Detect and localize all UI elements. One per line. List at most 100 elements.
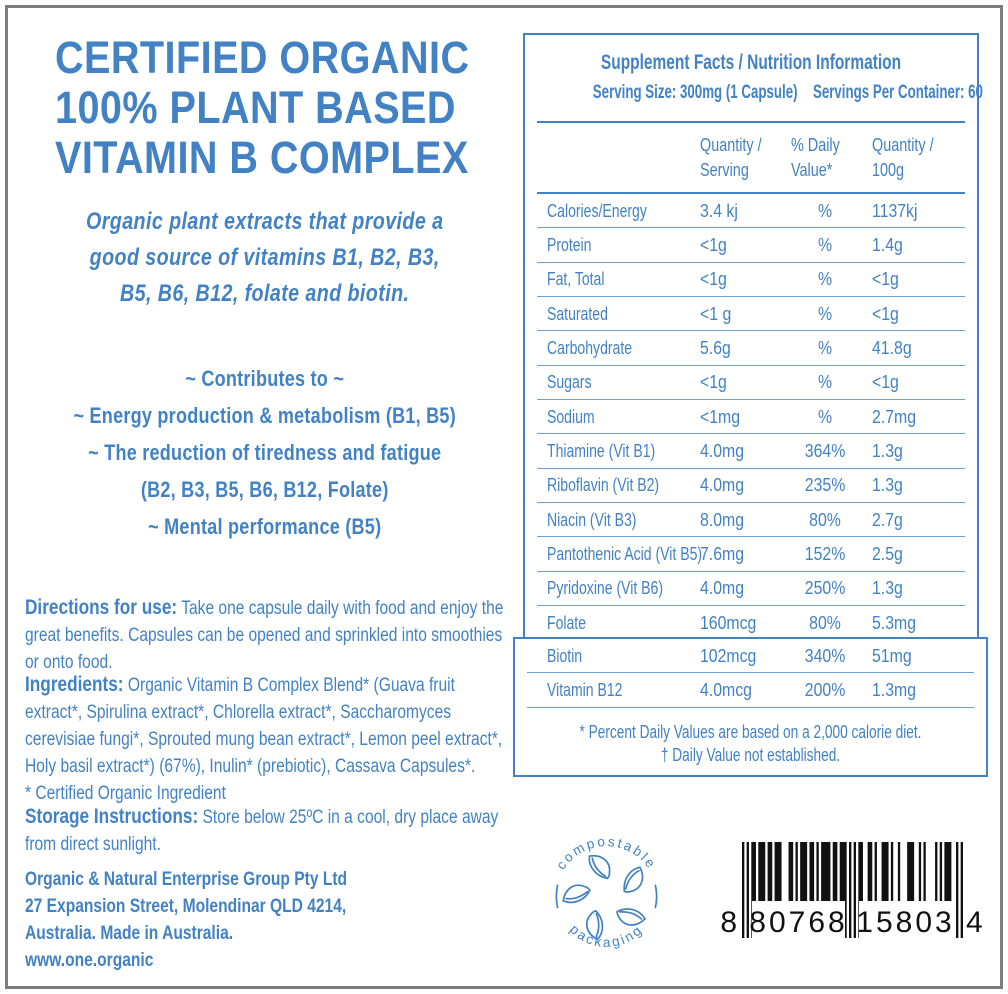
storage-text: Store below 25ºC in a cool, dry place aw… bbox=[25, 807, 499, 855]
quantity-per-serving: 160mcg bbox=[700, 612, 757, 633]
compostable-badge-icon: compostable packaging bbox=[553, 834, 658, 950]
quantity-per-serving: <1g bbox=[700, 372, 727, 393]
percent-daily-value: 80% bbox=[809, 612, 841, 633]
nutrition-row: Pyridoxine (Vit B6) 4.0mg 250% 1.3g bbox=[525, 572, 977, 607]
serving-info: Serving Size: 300mg (1 Capsule) Servings … bbox=[592, 82, 983, 104]
nutrient-name: Fat, Total bbox=[547, 269, 605, 290]
nutrition-row: Thiamine (Vit B1) 4.0mg 364% 1.3g bbox=[525, 434, 977, 470]
benefit-item: (B2, B3, B5, B6, B12, Folate) bbox=[140, 477, 389, 502]
column-header-quantity-100g: Quantity /100g bbox=[872, 134, 934, 180]
column-header-quantity-serving: Quantity / Serving bbox=[700, 134, 762, 180]
company-website: www.one.organic bbox=[25, 950, 154, 971]
certified-organic-note: * Certified Organic Ingredient bbox=[25, 783, 226, 804]
percent-daily-value: % bbox=[817, 303, 833, 324]
benefit-item: ~ The reduction of tiredness and fatigue bbox=[88, 440, 442, 465]
directions-label: Directions for use: bbox=[25, 596, 178, 619]
tagline-line: good source of vitamins B1, B2, B3, bbox=[89, 244, 440, 271]
nutrition-row: Vitamin B12 4.0mcg 200% 1.3mg bbox=[515, 673, 986, 709]
supplement-facts-footer-panel: Biotin 102mcg 340% 51mg Vitamin B12 4.0mcg 200… bbox=[513, 637, 988, 777]
quantity-per-100g: 1.4g bbox=[872, 235, 903, 256]
percent-daily-value: % bbox=[817, 235, 833, 256]
nutrition-row: Sugars <1g% <1g bbox=[525, 366, 977, 401]
nutrition-row: Fat, Total <1g% <1g bbox=[525, 263, 977, 298]
quantity-per-100g: 1.3mg bbox=[872, 680, 917, 701]
percent-daily-value: % bbox=[817, 338, 833, 359]
ingredients-text: Organic Vitamin B Complex Blend* (Guava … bbox=[25, 675, 503, 777]
quantity-per-serving: 102mcg bbox=[700, 645, 757, 666]
barcode-icon bbox=[742, 842, 963, 938]
tagline-line: Organic plant extracts that provide a bbox=[85, 208, 444, 235]
quantity-per-serving: 4.0mg bbox=[700, 441, 745, 462]
column-headers: Quantity / Serving % Daily Value* Quantity… bbox=[525, 123, 977, 192]
nutrient-name: Biotin bbox=[547, 645, 583, 666]
nutrient-name: Thiamine (Vit B1) bbox=[547, 441, 656, 462]
nutrition-row: Folate 160mcg 80% 5.3mg bbox=[525, 606, 977, 640]
nutrient-name: Protein bbox=[547, 235, 592, 256]
nutrient-name: Riboflavin (Vit B2) bbox=[547, 475, 660, 496]
benefits-heading: ~ Contributes to ~ bbox=[185, 366, 345, 391]
percent-daily-value: 340% bbox=[804, 645, 846, 666]
nutrition-row: Protein <1g% 1.4g bbox=[525, 228, 977, 264]
ingredients-label: Ingredients: bbox=[25, 673, 124, 696]
quantity-per-serving: 7.6mg bbox=[700, 544, 745, 565]
percent-daily-value: % bbox=[817, 372, 833, 393]
company-info: Organic & Natural Enterprise Group Pty L… bbox=[25, 866, 510, 974]
serving-size: Serving Size: 300mg (1 Capsule) bbox=[592, 82, 798, 103]
quantity-per-100g: 1.3g bbox=[872, 441, 903, 462]
quantity-per-serving: <1g bbox=[700, 269, 727, 290]
percent-daily-value: 235% bbox=[804, 475, 846, 496]
company-country: Australia. Made in Australia. bbox=[25, 923, 234, 944]
percent-daily-value: % bbox=[817, 269, 833, 290]
ingredients-paragraph: Ingredients: Organic Vitamin B Complex B… bbox=[25, 671, 510, 807]
nutrient-name: Pyridoxine (Vit B6) bbox=[547, 578, 664, 599]
nutrient-name: Sodium bbox=[547, 406, 595, 427]
directions-text: Take one capsule daily with food and enj… bbox=[25, 598, 504, 673]
supplement-facts-panel: Supplement Facts / Nutrition Information… bbox=[523, 33, 983, 640]
product-title-line: 100% PLANT BASED bbox=[55, 82, 456, 133]
storage-paragraph: Storage Instructions: Store below 25ºC i… bbox=[25, 803, 510, 858]
company-name: Organic & Natural Enterprise Group Pty L… bbox=[25, 869, 348, 890]
percent-daily-value: % bbox=[817, 200, 833, 221]
nutrition-row: Riboflavin (Vit B2) 4.0mg 235% 1.3g bbox=[525, 469, 977, 504]
nutrient-name: Vitamin B12 bbox=[547, 680, 623, 701]
percent-daily-value: 364% bbox=[804, 441, 846, 462]
quantity-per-serving: 4.0mg bbox=[700, 475, 745, 496]
daily-value-footnote: * Percent Daily Values are based on a 2,… bbox=[579, 721, 922, 742]
product-tagline: Organic plant extracts that provide a go… bbox=[22, 204, 507, 312]
barcode-digit-group: 8 bbox=[720, 906, 740, 939]
nutrient-name: Saturated bbox=[547, 303, 608, 324]
quantity-per-serving: 5.6g bbox=[700, 338, 731, 359]
header-rule bbox=[537, 192, 965, 194]
nutrient-name: Niacin (Vit B3) bbox=[547, 509, 637, 530]
percent-daily-value: 250% bbox=[804, 578, 846, 599]
tagline-line: B5, B6, B12, folate and biotin. bbox=[120, 280, 410, 307]
product-title-line: VITAMIN B COMPLEX bbox=[55, 132, 469, 183]
percent-daily-value: % bbox=[817, 406, 833, 427]
quantity-per-100g: 2.5g bbox=[872, 544, 903, 565]
nutrition-rows: Calories/Energy 3.4 kj% 1137kj Protein <1g% 1… bbox=[525, 194, 977, 640]
compostable-packaging-badge: compostable packaging bbox=[546, 834, 668, 958]
nutrient-name: Pantothenic Acid (Vit B5) bbox=[547, 544, 703, 565]
nutrient-name: Folate bbox=[547, 612, 587, 633]
panel-footnotes: * Percent Daily Values are based on a 2,… bbox=[515, 721, 986, 767]
quantity-per-100g: <1g bbox=[872, 269, 899, 290]
quantity-per-serving: <1g bbox=[700, 235, 727, 256]
column-header-daily-value: % Daily Value* bbox=[791, 134, 840, 180]
quantity-per-serving: <1 g bbox=[700, 303, 732, 324]
badge-bottom-text: packaging bbox=[567, 922, 646, 950]
quantity-per-100g: 1137kj bbox=[872, 200, 918, 221]
quantity-per-serving: 3.4 kj bbox=[700, 200, 738, 221]
quantity-per-serving: 4.0mcg bbox=[700, 680, 752, 701]
nutrient-name: Sugars bbox=[547, 372, 592, 393]
quantity-per-100g: 51mg bbox=[872, 645, 912, 666]
barcode-digit-group: 15803 bbox=[856, 901, 952, 941]
not-established-footnote: † Daily Value not established. bbox=[660, 744, 841, 765]
quantity-per-100g: 2.7g bbox=[872, 509, 903, 530]
directions-paragraph: Directions for use: Take one capsule dai… bbox=[25, 594, 510, 676]
percent-daily-value: 80% bbox=[809, 509, 841, 530]
nutrition-row: Biotin 102mcg 340% 51mg bbox=[515, 639, 986, 674]
quantity-per-serving: 8.0mg bbox=[700, 509, 745, 530]
benefit-item: ~ Mental performance (B5) bbox=[148, 514, 382, 539]
barcode-digit-group: 80768 bbox=[749, 901, 845, 941]
